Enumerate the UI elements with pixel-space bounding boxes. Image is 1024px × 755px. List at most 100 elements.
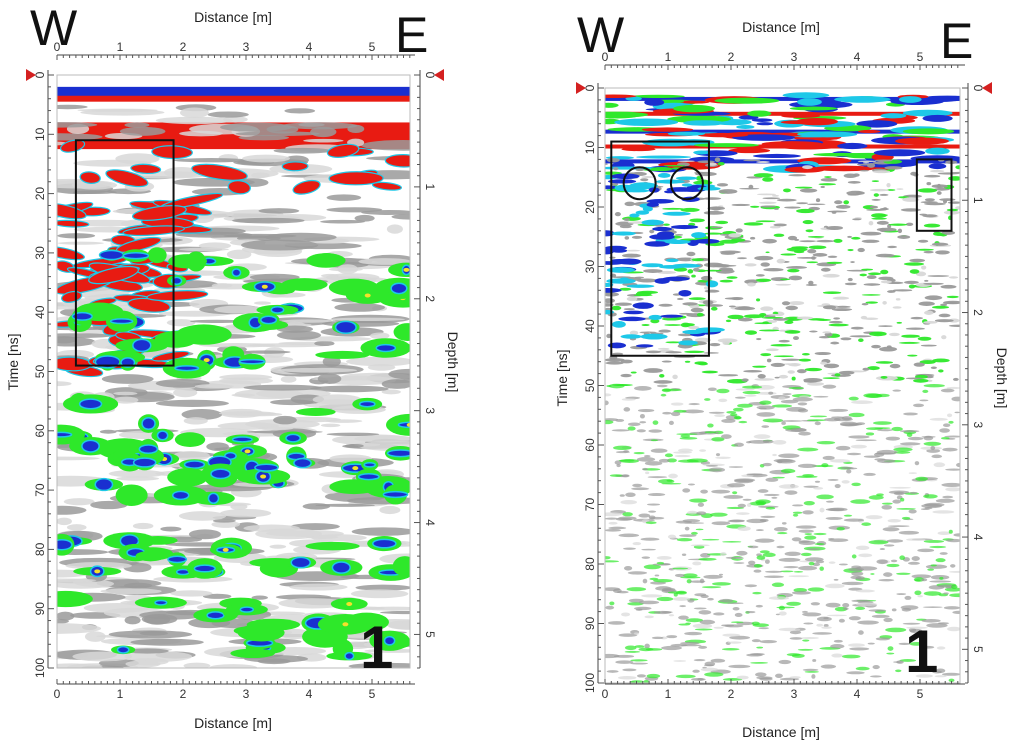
speckle — [679, 437, 698, 440]
speckle — [771, 496, 778, 499]
panel-number-left: 1 — [360, 614, 393, 681]
xlabel-bottom-right: Distance [m] — [742, 724, 820, 740]
top-reflection — [926, 95, 960, 99]
speckle — [847, 277, 853, 282]
speckle — [816, 494, 834, 500]
speckle — [943, 302, 958, 305]
speckle — [739, 187, 760, 190]
red-reflection — [371, 181, 403, 191]
speckle — [637, 408, 655, 413]
speckle — [805, 229, 814, 233]
gray-streak — [350, 589, 409, 599]
speckle — [779, 570, 794, 573]
speckle — [931, 242, 949, 246]
speckle — [941, 672, 960, 676]
gray-streak — [219, 377, 274, 385]
blue-anomaly — [363, 461, 376, 468]
speckle — [814, 351, 831, 356]
speckle — [773, 233, 785, 237]
speckle — [757, 489, 769, 493]
speckle — [793, 336, 799, 341]
speckle — [675, 257, 696, 262]
speckle — [783, 565, 799, 569]
blue-anomaly — [57, 431, 73, 438]
top-reflection — [902, 128, 955, 135]
speckle — [913, 362, 925, 367]
speckle — [765, 477, 779, 482]
speckle — [803, 622, 814, 625]
reflection-band — [605, 129, 960, 134]
speckle — [858, 338, 864, 343]
speckle — [760, 262, 770, 267]
speckle — [786, 266, 808, 269]
top-reflection — [714, 97, 780, 104]
speckle — [711, 521, 731, 526]
top-reflection — [812, 165, 876, 172]
speckle — [782, 393, 792, 396]
speckle — [932, 510, 955, 514]
speckle — [885, 627, 907, 633]
speckle — [608, 526, 627, 530]
gray-streak — [57, 623, 102, 634]
speckle — [803, 380, 818, 383]
speckle — [802, 510, 814, 515]
speckle — [640, 537, 660, 541]
red-reflection — [57, 246, 85, 261]
speckle — [834, 483, 841, 489]
radargram-right — [605, 88, 960, 683]
red-reflection — [79, 171, 101, 184]
speckle — [615, 517, 633, 521]
speckle — [785, 305, 798, 311]
blue-anomaly — [293, 457, 312, 469]
blue-anomaly — [646, 198, 675, 204]
speckle — [623, 547, 636, 550]
speckle — [738, 420, 748, 424]
speckle — [915, 674, 933, 678]
speckle — [835, 204, 851, 209]
speckle — [846, 671, 865, 675]
annotation-box — [610, 140, 710, 357]
speckle — [801, 352, 810, 356]
speckle — [822, 455, 835, 460]
blue-anomaly — [652, 226, 672, 232]
blue-anomaly — [167, 555, 188, 564]
speckle — [606, 158, 620, 163]
speckle — [719, 598, 734, 603]
speckle — [756, 337, 762, 341]
blue-anomaly — [270, 305, 285, 314]
speckle — [774, 376, 780, 379]
speckle — [728, 664, 751, 669]
speckle — [735, 388, 755, 391]
speckle — [915, 248, 934, 251]
speckle — [728, 233, 742, 238]
speckle — [605, 512, 622, 517]
depth-tick-label: 0 — [971, 85, 985, 92]
speckle — [899, 659, 917, 662]
gray-streak — [354, 214, 375, 222]
speckle — [769, 225, 781, 229]
speckle — [822, 384, 837, 389]
speckle — [750, 236, 756, 240]
speckle — [879, 207, 889, 211]
speckle — [753, 569, 762, 573]
blue-anomaly — [171, 490, 190, 501]
blue-anomaly — [132, 338, 152, 353]
speckle — [666, 458, 677, 463]
speckle — [831, 308, 853, 312]
gray-streak — [354, 435, 410, 443]
speckle — [755, 604, 763, 608]
blue-anomaly — [681, 183, 693, 187]
red-reflection — [384, 154, 410, 168]
speckle — [682, 302, 698, 306]
top-reflection — [693, 150, 710, 155]
speckle — [778, 557, 801, 562]
x-tick-label-bottom: 4 — [854, 687, 861, 701]
speckle — [772, 311, 779, 315]
speckle — [923, 282, 944, 285]
annotation-box — [915, 158, 953, 232]
gray-streak — [188, 529, 221, 540]
speckle — [645, 521, 657, 525]
top-reflection — [761, 141, 823, 147]
blue-anomaly — [260, 315, 278, 325]
speckle — [921, 618, 941, 623]
